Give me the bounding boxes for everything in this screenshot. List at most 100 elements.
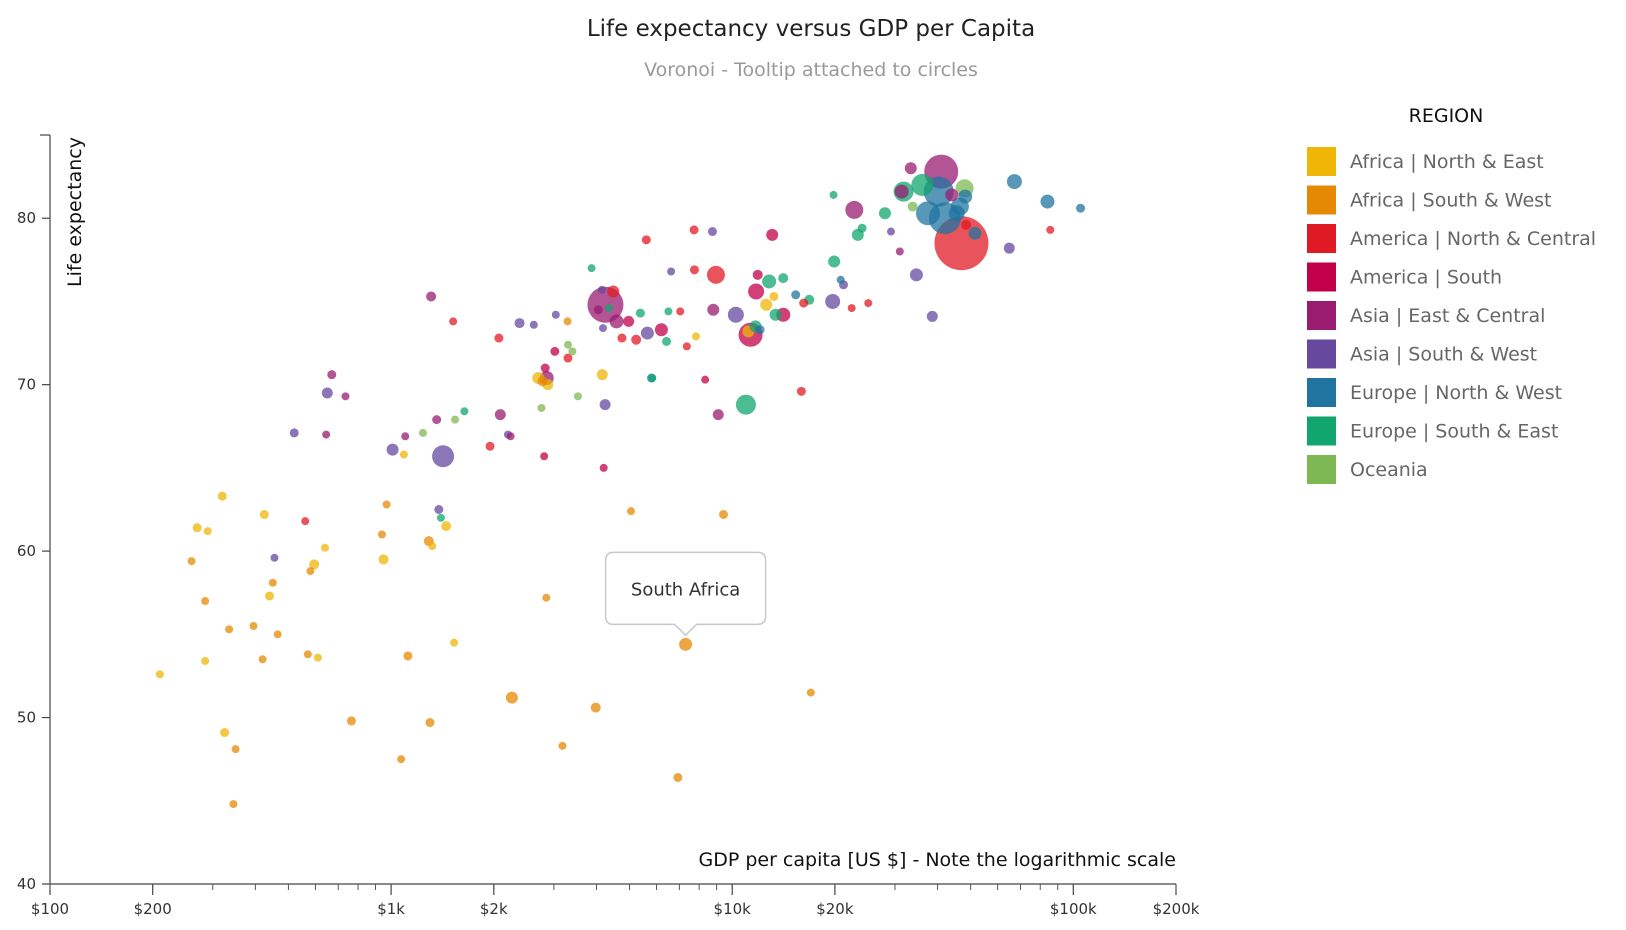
data-point[interactable] xyxy=(1046,225,1055,234)
data-point[interactable] xyxy=(825,293,841,309)
data-point[interactable] xyxy=(1040,194,1055,209)
data-point[interactable] xyxy=(909,268,923,282)
data-point[interactable] xyxy=(451,415,460,424)
data-point[interactable] xyxy=(303,650,312,659)
data-point[interactable] xyxy=(506,432,515,441)
data-point[interactable] xyxy=(203,527,212,536)
data-point[interactable] xyxy=(537,376,548,387)
data-point[interactable] xyxy=(948,205,965,222)
data-point[interactable] xyxy=(434,505,444,514)
data-point[interactable] xyxy=(911,173,934,196)
data-point[interactable] xyxy=(828,255,841,268)
data-point[interactable] xyxy=(607,285,620,298)
data-point[interactable] xyxy=(258,655,267,664)
data-point[interactable] xyxy=(231,745,240,754)
data-point[interactable] xyxy=(558,741,567,750)
data-point[interactable] xyxy=(682,342,691,351)
data-point[interactable] xyxy=(563,340,572,349)
data-point[interactable] xyxy=(766,228,779,241)
data-point[interactable] xyxy=(735,394,756,415)
data-point[interactable] xyxy=(648,374,657,383)
data-point[interactable] xyxy=(662,336,672,346)
data-point[interactable] xyxy=(320,543,329,552)
data-point[interactable] xyxy=(494,409,506,421)
data-point[interactable] xyxy=(568,347,577,356)
data-point[interactable] xyxy=(597,285,606,294)
data-point[interactable] xyxy=(958,189,973,204)
data-point[interactable] xyxy=(845,200,864,219)
data-point[interactable] xyxy=(691,332,700,341)
data-point[interactable] xyxy=(904,162,917,175)
data-point[interactable] xyxy=(399,450,408,459)
data-point[interactable] xyxy=(494,333,504,343)
data-point[interactable] xyxy=(916,201,941,226)
data-point[interactable] xyxy=(857,223,867,233)
data-point[interactable] xyxy=(968,226,982,240)
data-point[interactable] xyxy=(401,432,410,441)
data-point[interactable] xyxy=(270,553,279,562)
data-point[interactable] xyxy=(752,269,763,280)
data-point[interactable] xyxy=(701,375,710,384)
data-point[interactable] xyxy=(590,702,601,713)
data-point[interactable] xyxy=(378,554,389,565)
data-point[interactable] xyxy=(667,267,676,276)
data-point[interactable] xyxy=(249,622,258,631)
data-point[interactable] xyxy=(907,201,918,212)
data-point[interactable] xyxy=(598,324,607,333)
data-point[interactable] xyxy=(727,306,744,323)
data-point[interactable] xyxy=(604,304,613,313)
data-point[interactable] xyxy=(829,190,838,199)
data-point[interactable] xyxy=(540,363,550,373)
data-point[interactable] xyxy=(403,651,413,661)
data-point[interactable] xyxy=(485,441,495,451)
data-point[interactable] xyxy=(259,509,269,519)
data-point[interactable] xyxy=(847,304,856,313)
data-point[interactable] xyxy=(386,443,399,456)
data-point[interactable] xyxy=(225,625,234,634)
data-point[interactable] xyxy=(689,265,699,275)
data-point[interactable] xyxy=(542,593,551,602)
data-point[interactable] xyxy=(778,273,789,284)
data-point[interactable] xyxy=(306,567,315,576)
data-point[interactable] xyxy=(268,578,277,587)
data-point[interactable] xyxy=(321,387,333,399)
data-point[interactable] xyxy=(887,227,896,236)
data-point[interactable] xyxy=(428,542,437,551)
data-point[interactable] xyxy=(201,656,210,665)
data-point[interactable] xyxy=(617,333,627,343)
data-point[interactable] xyxy=(382,500,391,509)
data-point[interactable] xyxy=(961,219,972,230)
data-point[interactable] xyxy=(673,772,683,782)
data-point[interactable] xyxy=(505,691,518,704)
data-point[interactable] xyxy=(432,445,455,468)
data-point[interactable] xyxy=(529,320,538,329)
data-point[interactable] xyxy=(640,326,654,340)
data-point[interactable] xyxy=(426,291,437,302)
data-point[interactable] xyxy=(599,463,608,472)
data-point[interactable] xyxy=(441,521,452,532)
data-point[interactable] xyxy=(762,274,777,289)
data-point[interactable] xyxy=(593,305,603,315)
data-point[interactable] xyxy=(836,275,845,284)
data-point[interactable] xyxy=(791,290,801,300)
data-point[interactable] xyxy=(679,637,693,651)
data-point[interactable] xyxy=(540,452,549,461)
data-point[interactable] xyxy=(806,688,815,697)
data-point[interactable] xyxy=(926,310,938,322)
data-point[interactable] xyxy=(895,247,904,256)
data-point[interactable] xyxy=(635,308,645,318)
data-point[interactable] xyxy=(322,430,331,439)
data-point[interactable] xyxy=(273,630,282,639)
data-point[interactable] xyxy=(769,291,779,301)
data-point[interactable] xyxy=(450,638,459,647)
data-point[interactable] xyxy=(587,264,596,273)
data-point[interactable] xyxy=(563,353,573,363)
data-point[interactable] xyxy=(217,491,227,501)
data-point[interactable] xyxy=(220,728,230,738)
data-point[interactable] xyxy=(201,597,210,606)
data-point[interactable] xyxy=(599,399,611,411)
data-point[interactable] xyxy=(264,591,274,601)
data-point[interactable] xyxy=(537,403,546,412)
data-point[interactable] xyxy=(654,323,668,337)
data-point[interactable] xyxy=(425,718,435,728)
